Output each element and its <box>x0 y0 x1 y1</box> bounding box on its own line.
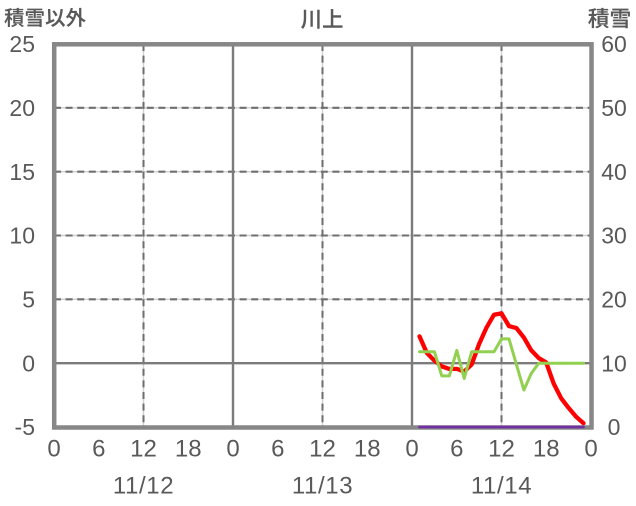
svg-text:40: 40 <box>601 159 627 185</box>
svg-text:15: 15 <box>9 159 35 185</box>
svg-text:5: 5 <box>22 286 35 312</box>
svg-text:11/13: 11/13 <box>292 473 353 500</box>
svg-text:20: 20 <box>601 286 627 312</box>
svg-text:20: 20 <box>9 95 35 121</box>
svg-text:12: 12 <box>130 436 157 463</box>
svg-text:0: 0 <box>608 414 621 440</box>
svg-text:0: 0 <box>47 436 60 463</box>
svg-text:6: 6 <box>271 436 284 463</box>
svg-text:10: 10 <box>9 223 35 249</box>
svg-text:60: 60 <box>601 31 627 57</box>
svg-text:0: 0 <box>22 350 35 376</box>
svg-text:25: 25 <box>9 31 35 57</box>
svg-text:30: 30 <box>601 223 627 249</box>
svg-text:0: 0 <box>405 436 418 463</box>
svg-text:12: 12 <box>309 436 336 463</box>
svg-text:18: 18 <box>354 436 381 463</box>
svg-text:6: 6 <box>450 436 463 463</box>
svg-text:11/12: 11/12 <box>113 473 174 500</box>
svg-text:12: 12 <box>488 436 515 463</box>
svg-text:18: 18 <box>175 436 202 463</box>
svg-text:10: 10 <box>601 350 627 376</box>
svg-text:-5: -5 <box>15 414 35 440</box>
svg-text:50: 50 <box>601 95 627 121</box>
svg-text:0: 0 <box>226 436 239 463</box>
svg-text:18: 18 <box>533 436 560 463</box>
svg-text:11/14: 11/14 <box>471 473 532 500</box>
svg-text:0: 0 <box>584 436 597 463</box>
svg-text:6: 6 <box>92 436 105 463</box>
